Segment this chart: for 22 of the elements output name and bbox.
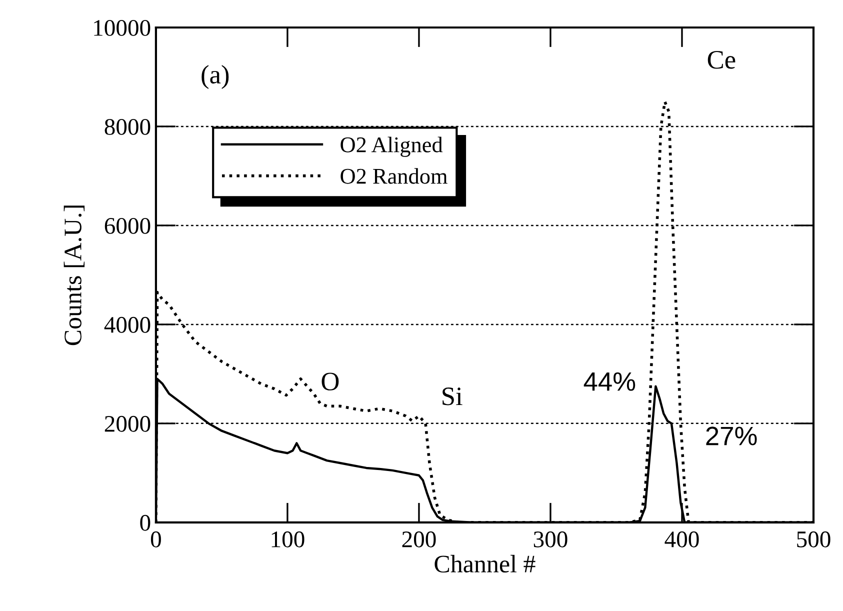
x-tick-label: 300 (534, 531, 568, 548)
legend-label: O2 Aligned (340, 136, 443, 157)
annotation: Si (442, 388, 462, 406)
x-tick-label: 100 (272, 531, 304, 548)
annotation: Ce (708, 51, 736, 69)
legend-label: O2 Random (340, 168, 448, 184)
y-tick-label: 4000 (104, 316, 150, 333)
x-tick-label: 200 (402, 531, 436, 548)
y-tick-label: 2000 (104, 416, 150, 432)
y-axis-title: Counts [A.U.] (64, 206, 85, 346)
annotation: 44% (584, 372, 636, 391)
annotation: (a) (202, 65, 229, 89)
x-tick-label: 500 (797, 531, 830, 548)
y-tick-label: 0 (140, 514, 150, 531)
annotation: O (322, 372, 339, 390)
y-tick-label: 8000 (104, 118, 150, 135)
y-tick-label: 10000 (94, 20, 150, 36)
x-axis-title: Channel # (434, 554, 536, 573)
x-tick-label: 400 (664, 531, 699, 548)
y-tick-label: 6000 (104, 218, 150, 234)
annotation: 27% (706, 426, 757, 446)
x-tick-label: 0 (150, 531, 161, 548)
